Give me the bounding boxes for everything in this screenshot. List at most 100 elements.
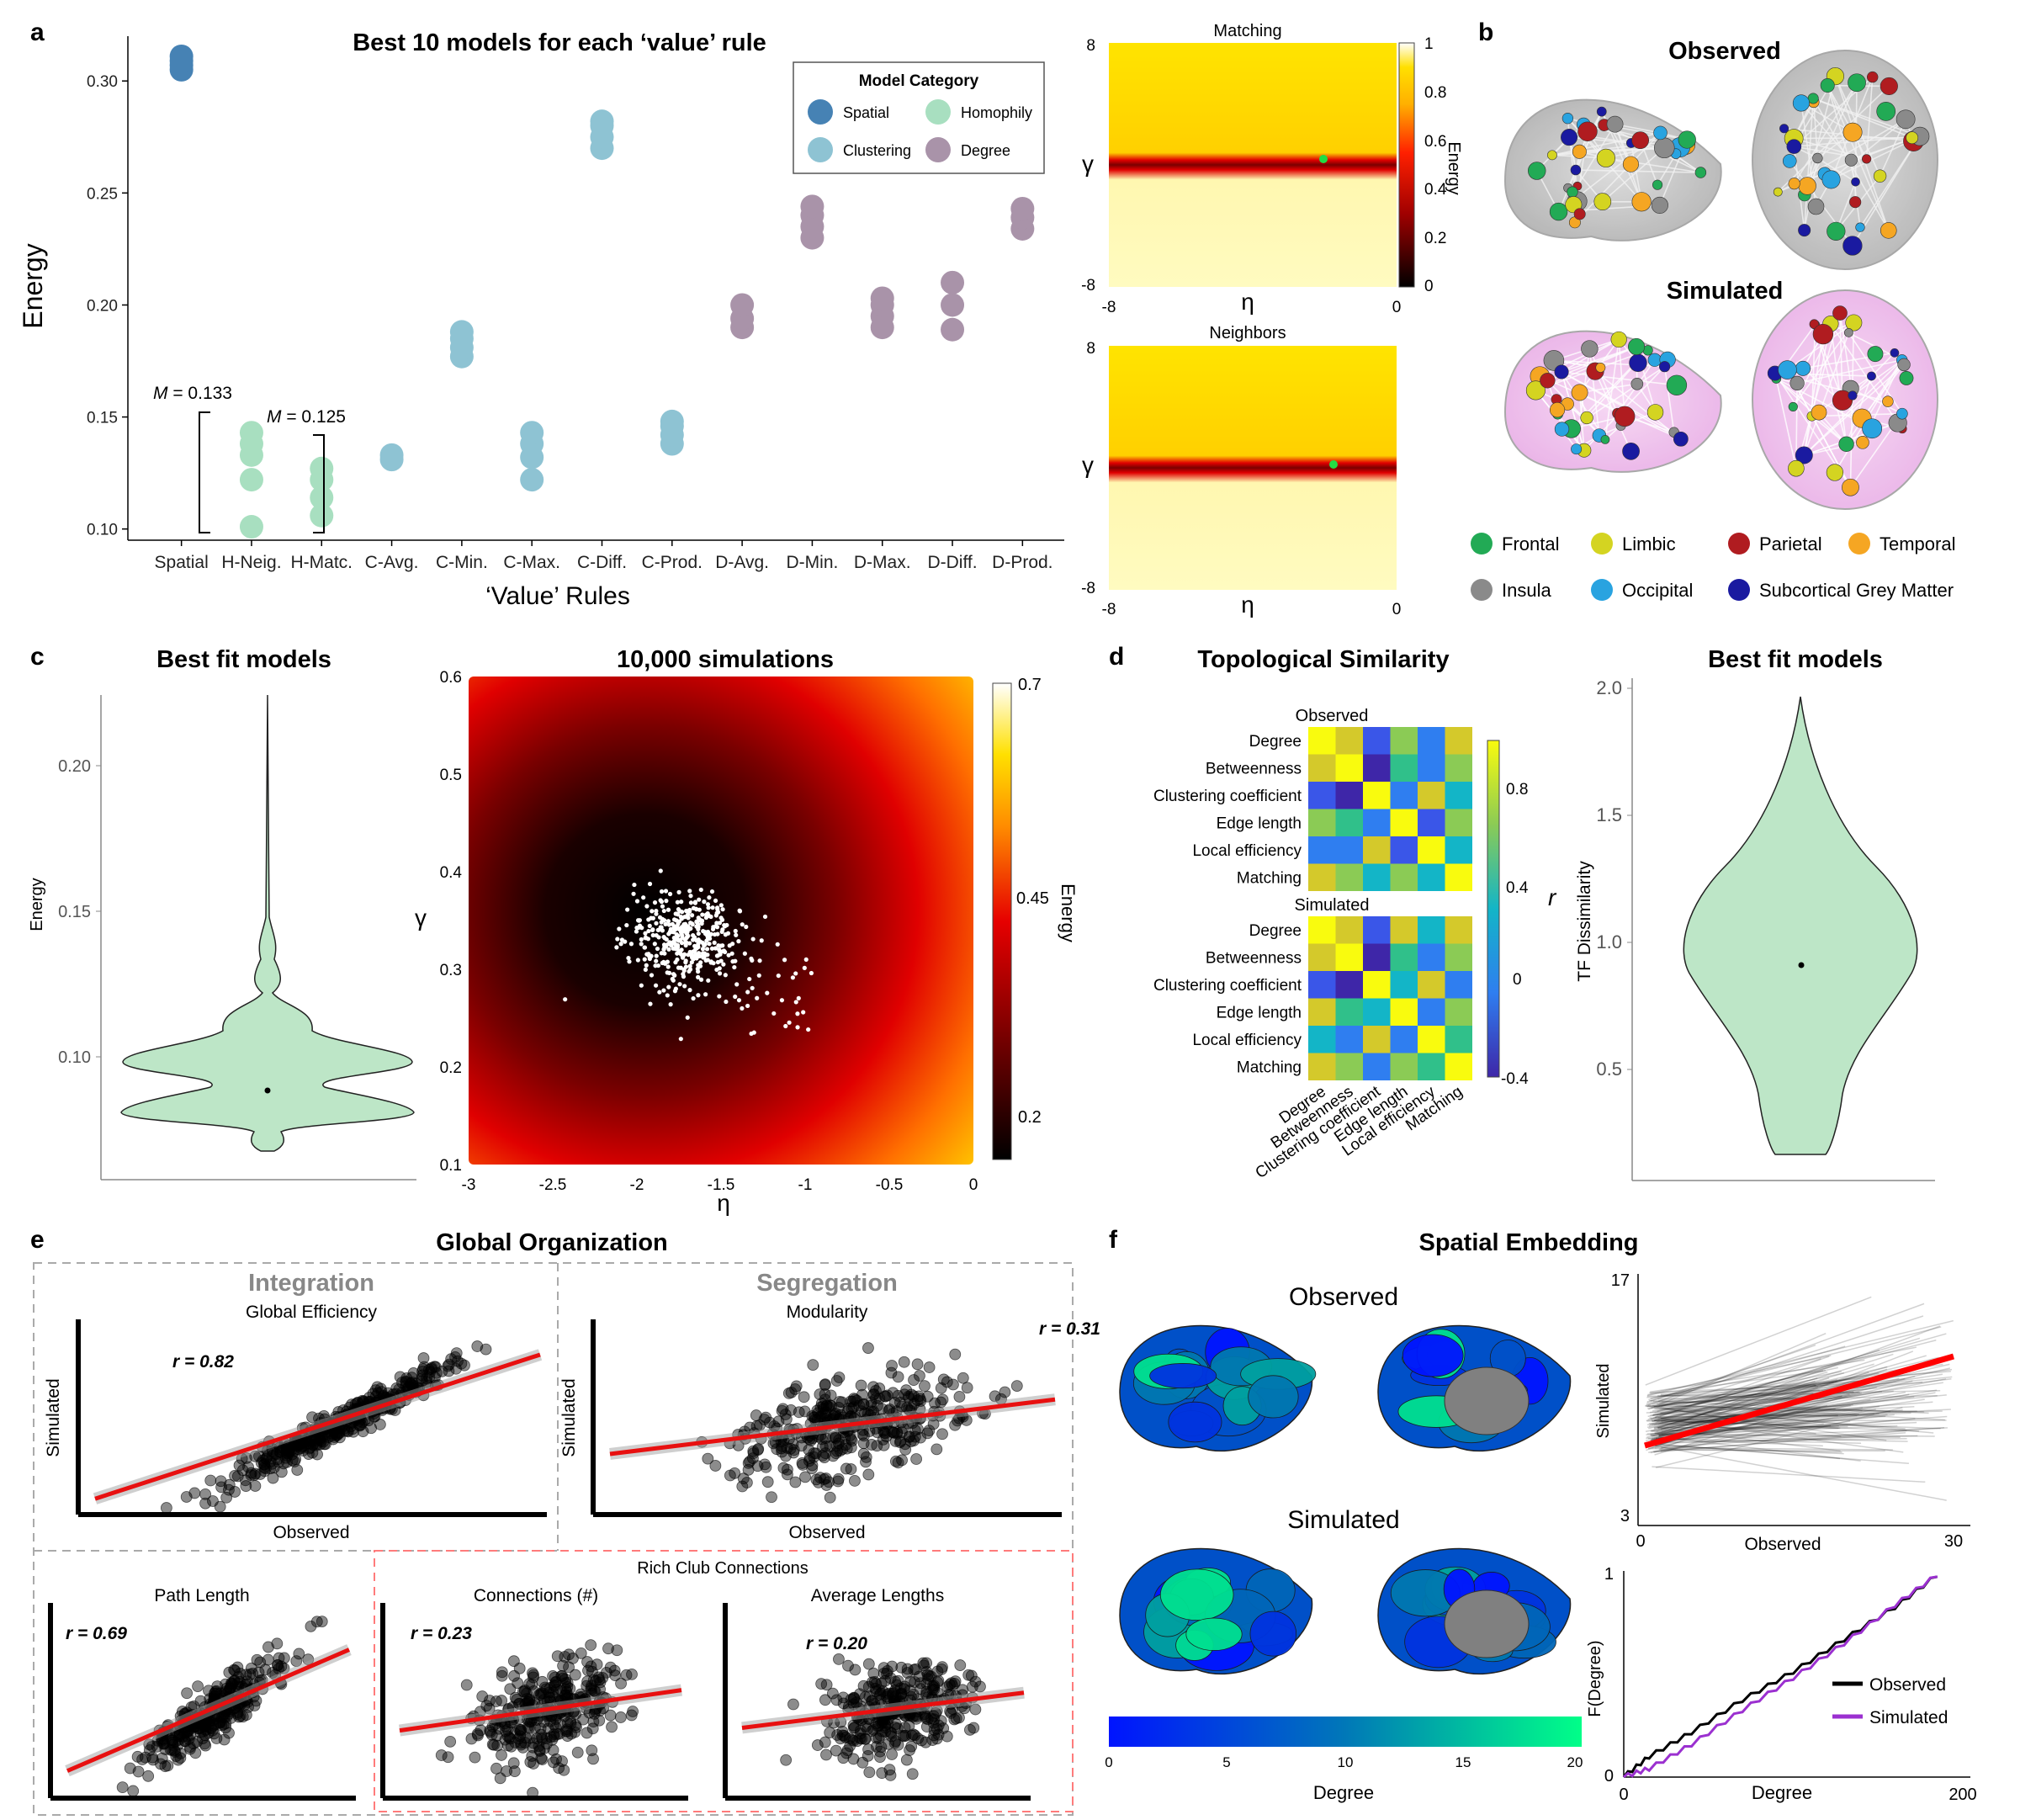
matrix-cell [1390,916,1418,944]
matrix-cell [1335,998,1363,1026]
matrix-cell [1418,863,1445,891]
simulation-point [737,909,743,914]
legend-swatch-spatial [808,99,833,125]
data-point [267,1472,279,1484]
simulation-point [698,960,703,965]
network-edge [1663,366,1675,432]
data-point [915,1734,928,1747]
simulation-point [627,959,632,964]
data-point [776,1404,788,1417]
matrix-row-label: Local efficiency [1192,1032,1302,1049]
colorbar-tick: 20 [1567,1754,1583,1770]
data-point [239,468,263,492]
simulated-brain-lateral [1503,330,1722,473]
simulated-lateral-surface [1119,1547,1313,1674]
simulation-point [563,997,568,1002]
simulation-point [662,918,667,923]
data-point [898,1356,910,1368]
simulation-point [676,889,681,894]
simulation-point [750,985,755,990]
simulation-point [661,988,666,993]
r-colorbar: 0.8 0.4 0 -0.4 r [1487,740,1557,1088]
data-point [904,1431,915,1443]
legend-label: Limbic [1622,533,1676,554]
simulation-point [687,941,692,946]
data-point [941,317,965,342]
data-point [245,1469,257,1481]
data-point [857,1447,870,1460]
network-edge [1602,147,1665,203]
network-edge [1831,119,1906,181]
y-tick: -8 [1081,580,1095,597]
network-node [1600,435,1610,444]
network-node [1622,156,1639,172]
simulated-medial-surface [1377,1547,1572,1674]
data-point [798,1405,811,1418]
simulation-point [643,936,648,941]
matrix-row-label: Matching [1237,1059,1302,1077]
data-point [906,1768,919,1780]
data-point [139,1751,151,1764]
simulation-point [707,895,712,900]
matrix-cell [1363,809,1391,836]
data-point [764,1416,776,1429]
network-node [1573,208,1586,220]
data-point [926,1734,939,1746]
network-node [1820,78,1835,93]
data-point [862,1680,875,1693]
simulation-point [718,903,724,908]
simulation-point [687,967,693,972]
simulation-point [762,914,768,920]
parcel [1168,1401,1222,1443]
data-point [899,1443,912,1456]
data-point [252,1666,265,1679]
data-point [127,1785,140,1797]
simulation-point [708,931,713,937]
network-edge [1816,157,1856,183]
data-point [331,1429,343,1441]
data-point [310,456,334,480]
data-point [264,1462,277,1475]
network-node [1629,353,1647,372]
data-point [859,1720,872,1732]
matrix-cell [1445,943,1472,971]
network-node [1788,178,1800,190]
simulation-point [703,942,708,947]
legend-swatch-homophily [925,99,951,125]
data-point [490,1762,502,1775]
data-point [928,1724,941,1736]
simulation-point [694,938,699,943]
network-edge [1794,119,1906,184]
data-point [233,1459,246,1472]
matrix-cell [1390,1026,1418,1053]
colorbar-tick: 0.6 [1424,133,1446,151]
data-point [830,1375,843,1387]
simulation-point [733,928,738,934]
simulation-point [647,881,653,887]
network-edge [1812,102,1819,159]
matrix-cell [1308,1053,1336,1080]
simulation-point [803,957,809,963]
simulation-point [787,1020,792,1025]
matrix-cell [1418,971,1445,999]
simulation-point [652,900,658,905]
network-node [1890,348,1900,358]
data-point [914,1393,926,1405]
heatmap-matching-field [1109,43,1397,287]
legend-label: Observed [1869,1675,1946,1695]
network-node [1842,236,1863,256]
data-point [923,1361,936,1373]
simulation-point [712,940,717,946]
data-point [737,1472,750,1485]
simulation-point [714,967,719,973]
violin-shape [120,694,415,1152]
matrix-cell [1445,971,1472,999]
simulation-point [653,963,658,968]
data-point [606,1721,618,1733]
colorbar-tick: 0.45 [1016,889,1049,908]
x-tick-label: H-Neig. [221,553,281,572]
simulation-point [655,946,660,952]
sim-xlabel: η [717,1190,730,1216]
data-point [283,1446,295,1458]
network-node [1827,221,1846,241]
